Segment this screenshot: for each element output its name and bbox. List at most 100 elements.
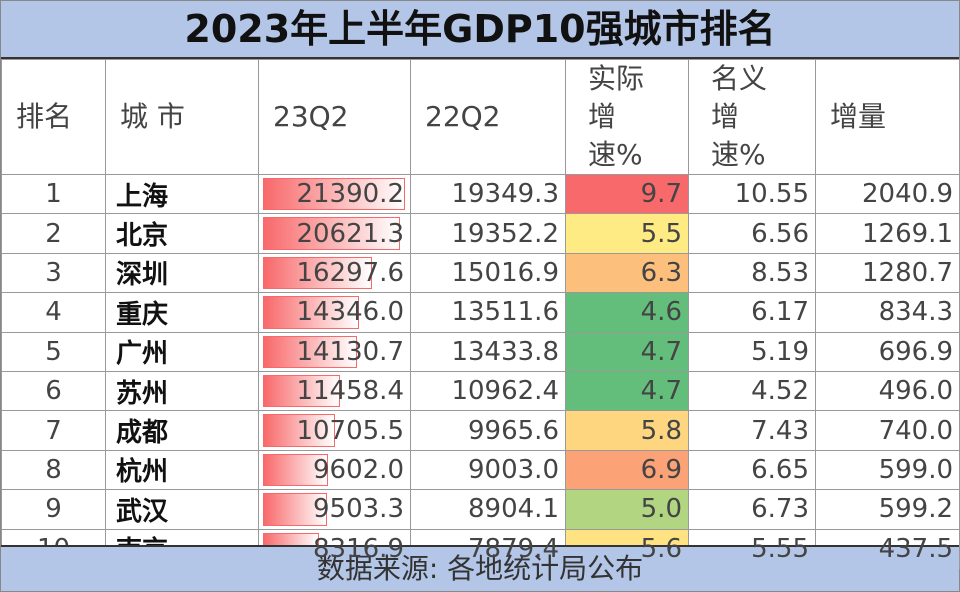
value: 14346.0 <box>296 297 404 328</box>
data-bar <box>263 374 340 408</box>
cell: 21390.2 <box>258 173 411 215</box>
cell: 4.7 <box>565 370 689 412</box>
data-bar <box>263 256 372 290</box>
value: 9003.0 <box>468 454 559 485</box>
cell: 5.8 <box>565 410 689 451</box>
value: 16297.6 <box>296 257 404 288</box>
column-header: 城 市 <box>105 59 259 175</box>
value: 1269.1 <box>862 218 953 249</box>
cell: 6.9 <box>565 449 689 491</box>
cell: 9965.6 <box>410 410 566 451</box>
cell: 10705.5 <box>258 410 411 451</box>
column-header: 实际增速% <box>565 59 689 175</box>
value: 9503.3 <box>313 494 404 525</box>
cell: 4.52 <box>688 370 816 412</box>
value: 14130.7 <box>296 336 404 367</box>
data-row: 8 杭州 9602.0 9003.0 6.9 6.65 599.0 <box>1 449 960 491</box>
cell: 696.9 <box>815 331 960 372</box>
cell: 10962.4 <box>410 370 566 412</box>
rank: 7 <box>1 410 106 451</box>
data-row: 1 上海 21390.2 19349.3 9.7 10.55 2040.9 <box>1 173 960 215</box>
data-bar <box>263 453 328 487</box>
cell: 6.73 <box>688 489 816 530</box>
cell: 5.19 <box>688 331 816 372</box>
cell: 10.55 <box>688 173 816 215</box>
value: 599.2 <box>878 494 953 525</box>
city: 苏州 <box>105 370 259 412</box>
value: 5.8 <box>640 415 682 446</box>
value: 8904.1 <box>468 494 559 525</box>
value: 6.17 <box>751 297 809 328</box>
value: 10.55 <box>734 179 809 210</box>
column-header: 排名 <box>1 59 106 175</box>
cell: 7.43 <box>688 410 816 451</box>
city: 武汉 <box>105 489 259 530</box>
value: 4.52 <box>751 376 809 407</box>
data-bar <box>263 335 358 368</box>
cell: 496.0 <box>815 370 960 412</box>
data-row: 3 深圳 16297.6 15016.9 6.3 8.53 1280.7 <box>1 252 960 294</box>
value: 5.6 <box>640 533 682 564</box>
value: 6.65 <box>751 454 809 485</box>
cell: 599.2 <box>815 489 960 530</box>
cell: 8.53 <box>688 252 816 294</box>
value: 7.43 <box>751 415 809 446</box>
cell: 6.65 <box>688 449 816 491</box>
value: 6.3 <box>640 257 682 288</box>
value: 19349.3 <box>451 179 559 210</box>
cell: 19352.2 <box>410 213 566 254</box>
cell: 20621.3 <box>258 213 411 254</box>
value: 5.5 <box>640 218 682 249</box>
value: 834.3 <box>878 297 953 328</box>
data-bar <box>263 217 400 250</box>
header-row: 排名城 市 23Q2 22Q2 实际增速% 名义增速% 增量 <box>1 59 960 175</box>
value: 7879.4 <box>468 533 559 564</box>
cell: 6.3 <box>565 252 689 294</box>
cell: 5.5 <box>565 213 689 254</box>
value: 9.7 <box>640 179 682 210</box>
title: 2023年上半年GDP10强城市排名 <box>1 1 959 59</box>
data-bar <box>263 178 405 211</box>
cell: 19349.3 <box>410 173 566 215</box>
cell: 834.3 <box>815 292 960 333</box>
data-row: 6 苏州 11458.4 10962.4 4.7 4.52 496.0 <box>1 370 960 412</box>
rank: 2 <box>1 213 106 254</box>
value: 4.7 <box>640 376 682 407</box>
ranking-table: 排名城 市 23Q2 22Q2 实际增速% 名义增速% 增量 1 上海 21390.2 1934… <box>1 59 960 569</box>
value: 15016.9 <box>451 257 559 288</box>
cell: 7879.4 <box>410 528 566 569</box>
data-bar <box>263 296 359 329</box>
value: 10705.5 <box>296 415 404 446</box>
value: 9602.0 <box>313 454 404 485</box>
column-header: 23Q2 <box>258 59 411 175</box>
cell: 599.0 <box>815 449 960 491</box>
value: 4.7 <box>640 336 682 367</box>
value: 599.0 <box>878 454 953 485</box>
value: 437.5 <box>878 533 953 564</box>
column-header: 22Q2 <box>410 59 566 175</box>
city: 杭州 <box>105 449 259 491</box>
city: 深圳 <box>105 252 259 294</box>
cell: 1269.1 <box>815 213 960 254</box>
cell: 740.0 <box>815 410 960 451</box>
cell: 9003.0 <box>410 449 566 491</box>
city: 北京 <box>105 213 259 254</box>
data-row: 5 广州 14130.7 13433.8 4.7 5.19 696.9 <box>1 331 960 372</box>
rank: 5 <box>1 331 106 372</box>
value: 2040.9 <box>862 179 953 210</box>
cell: 13433.8 <box>410 331 566 372</box>
cell: 5.0 <box>565 489 689 530</box>
cell: 14346.0 <box>258 292 411 333</box>
value: 6.73 <box>751 494 809 525</box>
rank: 4 <box>1 292 106 333</box>
value: 21390.2 <box>296 179 404 210</box>
value: 696.9 <box>878 336 953 367</box>
city: 重庆 <box>105 292 259 333</box>
cell: 6.17 <box>688 292 816 333</box>
cell: 9602.0 <box>258 449 411 491</box>
cell: 11458.4 <box>258 370 411 412</box>
value: 6.56 <box>751 218 809 249</box>
city: 广州 <box>105 331 259 372</box>
cell: 14130.7 <box>258 331 411 372</box>
